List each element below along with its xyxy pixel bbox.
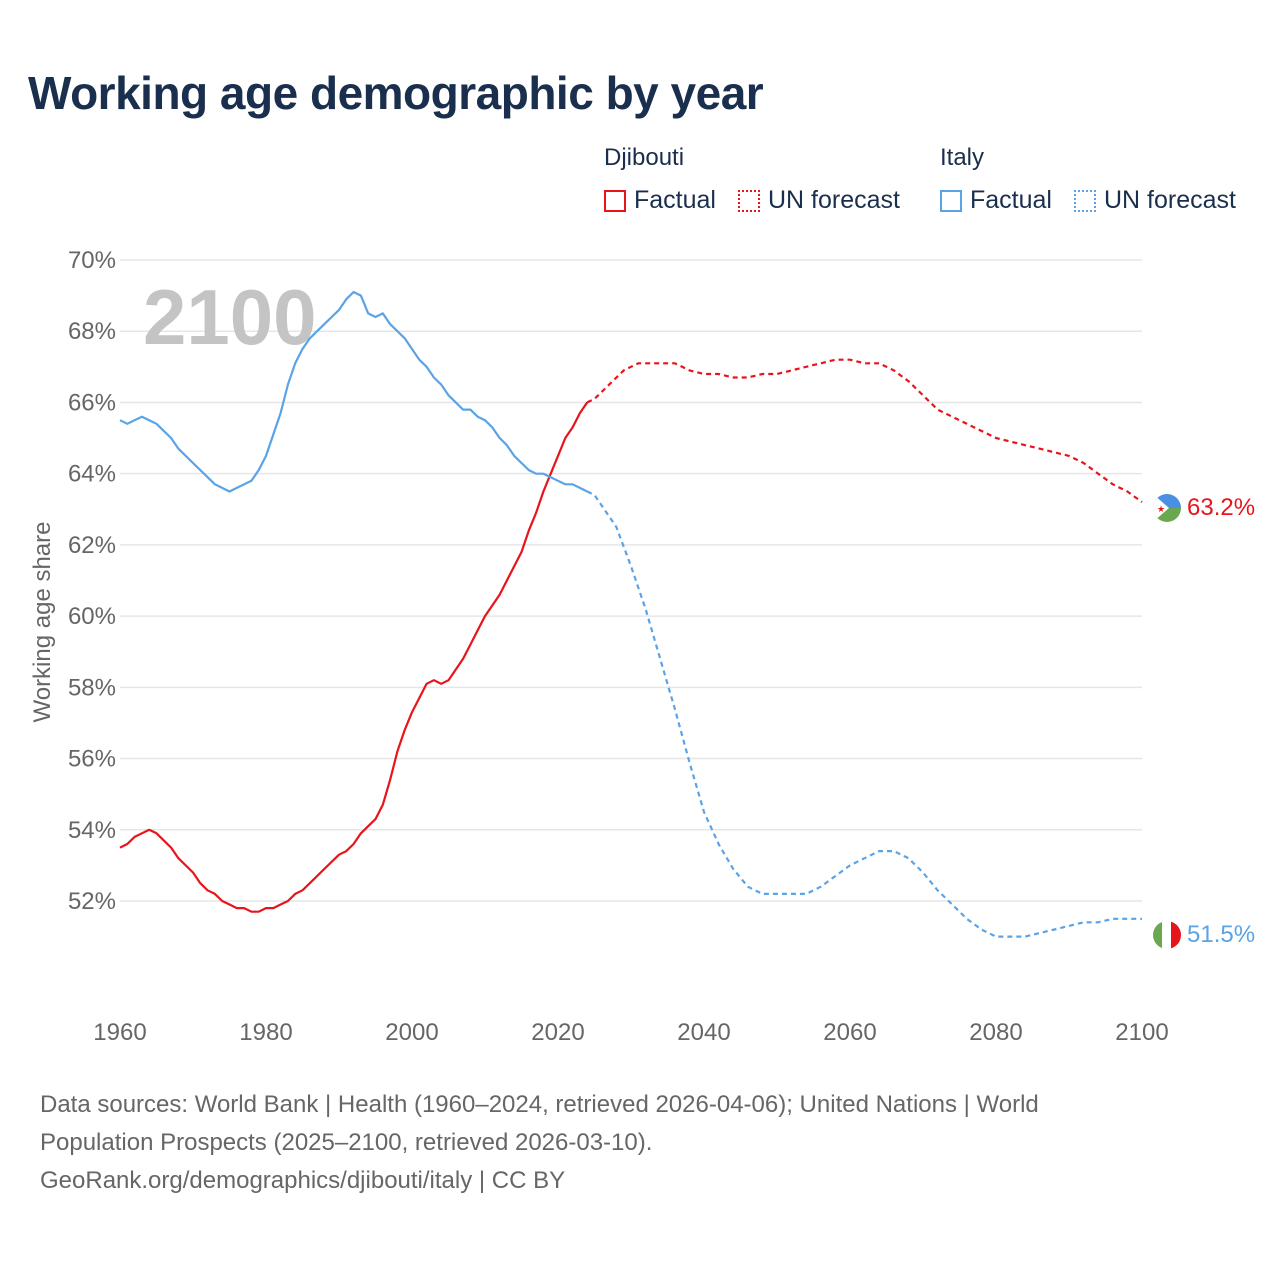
y-tick-label: 60%: [68, 603, 116, 630]
x-tick-label: 2020: [531, 1019, 584, 1046]
legend-label: Factual: [970, 186, 1052, 214]
year-watermark: 2100: [143, 273, 317, 361]
y-tick-label: 62%: [68, 532, 116, 559]
gridlines: [120, 259, 1142, 902]
footer-link[interactable]: GeoRank.org/demographics/djibouti/italy …: [40, 1167, 566, 1194]
legend-group-italy: Italy: [940, 144, 985, 171]
legend-djibouti-factual[interactable]: Factual: [604, 186, 716, 215]
italy-forecast-line: [586, 490, 1142, 938]
italy-end-label: 51.5%: [1187, 921, 1255, 948]
x-tick-label: 2100: [1115, 1019, 1168, 1046]
chart-title: Working age demographic by year: [28, 67, 764, 119]
legend-italy-factual[interactable]: Factual: [940, 186, 1052, 215]
italy-flag-marker: [1153, 921, 1181, 949]
x-axis-ticks: 1960 1980 2000 2020 2040 2060 2080 2100: [93, 1019, 1168, 1046]
djibouti-flag-marker: ★: [1153, 494, 1181, 522]
y-tick-label: 68%: [68, 318, 116, 345]
y-axis-label: Working age share: [29, 522, 56, 723]
y-tick-label: 56%: [68, 746, 116, 773]
legend-swatch-djibouti-factual: [604, 189, 626, 212]
x-tick-label: 2060: [823, 1019, 876, 1046]
x-tick-label: 2040: [677, 1019, 730, 1046]
series-lines: [119, 290, 1143, 938]
x-tick-label: 2080: [969, 1019, 1022, 1046]
djibouti-end-label: 63.2%: [1187, 494, 1255, 521]
djibouti-factual-line: [119, 401, 589, 913]
y-tick-label: 70%: [68, 247, 116, 274]
legend-label: UN forecast: [1104, 186, 1236, 214]
legend-label: Factual: [634, 186, 716, 214]
x-tick-label: 2000: [385, 1019, 438, 1046]
footer-sources-line2: Population Prospects (2025–2100, retriev…: [40, 1129, 653, 1156]
legend-group-djibouti: Djibouti: [604, 144, 685, 171]
line-chart: 52% 54% 56% 58% 60% 62% 64% 66% 68% 70% 1960 1980 2…: [29, 247, 1255, 1046]
legend-swatch-italy-factual: [940, 189, 962, 212]
legend-italy-forecast[interactable]: UN forecast: [1074, 186, 1236, 215]
legend-swatch-italy-forecast: [1074, 189, 1096, 212]
italy-factual-line: [119, 290, 588, 493]
y-tick-label: 54%: [68, 817, 116, 844]
x-tick-label: 1980: [239, 1019, 292, 1046]
legend-label: UN forecast: [768, 186, 900, 214]
x-tick-label: 1960: [93, 1019, 146, 1046]
legend-swatch-djibouti-forecast: [738, 189, 760, 212]
y-tick-label: 64%: [68, 461, 116, 488]
svg-text:★: ★: [1157, 504, 1165, 514]
y-tick-label: 52%: [68, 888, 116, 915]
footer-sources-line1: Data sources: World Bank | Health (1960–…: [40, 1091, 1039, 1118]
djibouti-forecast-line: [586, 358, 1143, 503]
y-tick-label: 66%: [68, 389, 116, 416]
y-tick-label: 58%: [68, 674, 116, 701]
footer: Data sources: World Bank | Health (1960–…: [40, 1086, 1240, 1200]
legend-djibouti-forecast[interactable]: UN forecast: [738, 186, 900, 215]
y-axis-ticks: 52% 54% 56% 58% 60% 62% 64% 66% 68% 70%: [68, 247, 116, 915]
